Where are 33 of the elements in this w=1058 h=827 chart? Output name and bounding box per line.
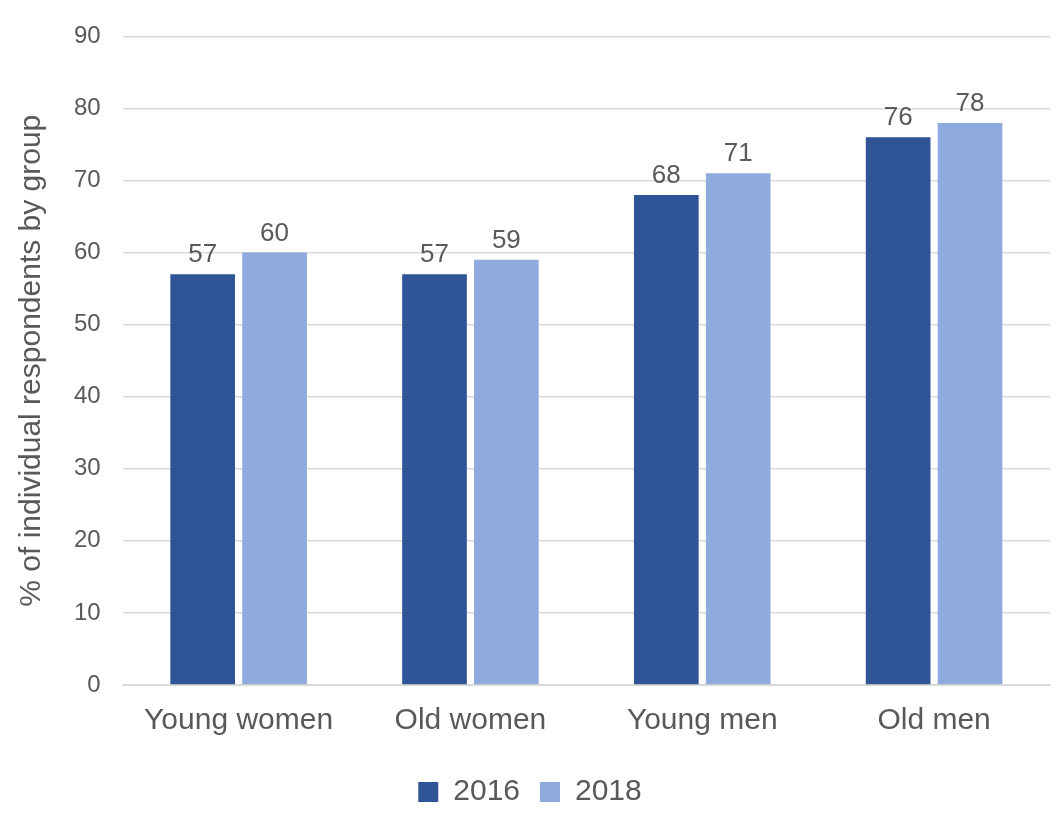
data-label: 59 xyxy=(491,223,521,254)
y-tick-label: 60 xyxy=(73,237,101,265)
data-label: 76 xyxy=(883,101,913,132)
y-axis-title: % of individual respondents by group xyxy=(13,114,47,607)
y-tick-label: 10 xyxy=(73,597,101,625)
legend-label: 2018 xyxy=(575,773,642,807)
bar xyxy=(474,259,539,685)
y-tick-label: 40 xyxy=(73,381,101,409)
y-tick-label: 50 xyxy=(73,309,101,337)
data-label: 71 xyxy=(723,137,753,168)
bar xyxy=(705,173,771,685)
bar xyxy=(937,122,1003,685)
legend-label: 2016 xyxy=(453,773,521,807)
x-tick-label: Old men xyxy=(877,702,991,736)
bar xyxy=(402,274,467,685)
bar xyxy=(242,252,307,685)
data-label: 57 xyxy=(188,238,218,269)
data-label: 57 xyxy=(420,238,449,269)
x-tick-label: Young men xyxy=(626,702,778,736)
y-tick-label: 90 xyxy=(73,21,101,49)
data-label: 60 xyxy=(260,216,289,247)
bar xyxy=(865,137,931,685)
x-tick-label: Young women xyxy=(144,702,334,736)
y-tick-label: 70 xyxy=(73,165,101,193)
bar xyxy=(170,274,236,685)
y-tick-label: 30 xyxy=(73,453,101,481)
data-label: 78 xyxy=(955,87,985,118)
bar xyxy=(633,194,699,685)
y-tick-label: 0 xyxy=(87,669,101,697)
y-tick-label: 80 xyxy=(73,93,101,121)
data-label: 68 xyxy=(651,159,681,190)
x-tick-label: Old women xyxy=(394,702,547,736)
y-tick-label: 20 xyxy=(73,525,101,553)
